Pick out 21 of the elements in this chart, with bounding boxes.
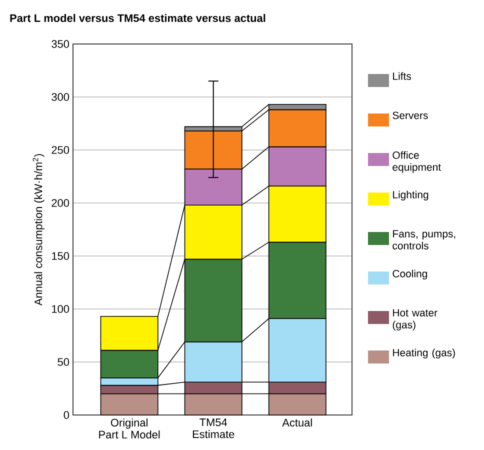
y-tick-label: 350 (52, 40, 70, 48)
y-tick-label: 250 (52, 146, 70, 154)
chart-title: Part L model versus TM54 estimate versus actual (10, 14, 266, 22)
legend-label: Hot water (gas) (392, 309, 438, 331)
legend-label: Cooling (392, 270, 427, 280)
legend-label: Lighting (393, 190, 428, 200)
legend-label: Office equipment (392, 151, 441, 173)
y-tick-label: 50 (58, 358, 70, 366)
legend-label: Fans, pumps, controls (392, 230, 456, 250)
x-tick-label: Original Part L Model (99, 418, 160, 439)
x-tick-label: TM54 Estimate (192, 418, 234, 438)
y-axis-title: Annual consumption (kW·h/m$^{2}$) (32, 154, 44, 306)
legend-label: Lifts (393, 72, 411, 80)
y-tick-label: 100 (52, 305, 70, 313)
y-tick-label: 300 (52, 93, 70, 101)
x-tick-label: Actual (282, 418, 312, 427)
y-tick-label: 150 (52, 252, 70, 260)
y-tick-label: 200 (52, 199, 70, 207)
y-tick-label: 0 (64, 411, 70, 419)
legend-label: Heating (gas) (393, 348, 455, 358)
legend-label: Servers (392, 112, 428, 120)
